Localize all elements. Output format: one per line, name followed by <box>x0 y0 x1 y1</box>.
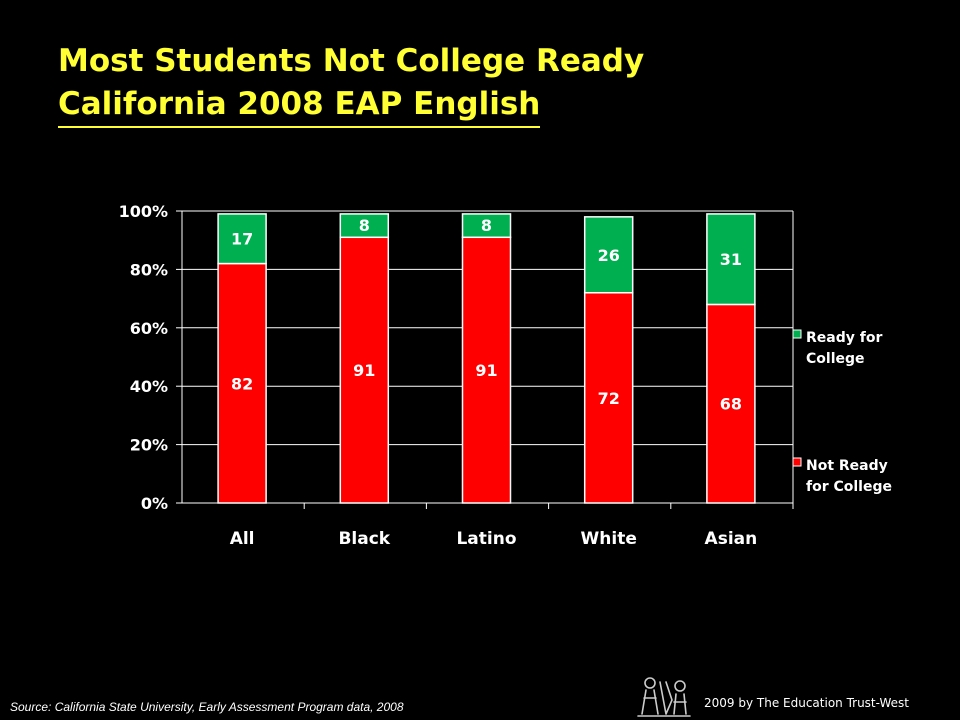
x-category-label: Latino <box>456 529 516 549</box>
bar-not-ready <box>461 236 512 504</box>
x-category-label: Asian <box>705 529 758 549</box>
bar-ready <box>339 213 390 239</box>
bar-ready <box>461 213 512 239</box>
bar-not-ready <box>583 292 634 504</box>
bar-ready <box>583 216 634 294</box>
x-category-label: White <box>581 529 637 549</box>
education-trust-logo-icon <box>637 677 691 717</box>
bar-ready <box>706 213 756 306</box>
y-tick-label: 80% <box>130 260 168 279</box>
x-category-label: All <box>230 529 255 549</box>
data-label-not-ready: 72 <box>598 389 620 408</box>
y-tick-label: 0% <box>141 494 168 513</box>
bar-not-ready <box>706 303 756 504</box>
source-note: Source: California State University, Ear… <box>10 700 404 714</box>
data-label-ready: 17 <box>231 230 253 249</box>
y-tick-label: 100% <box>119 202 168 221</box>
y-tick-label: 40% <box>130 377 168 396</box>
data-label-ready: 31 <box>720 250 742 269</box>
legend-label: Ready for <box>806 330 882 346</box>
slide-subtitle: California 2008 EAP English <box>58 84 541 128</box>
legend-label: Not Ready <box>806 458 888 474</box>
credit-note: 2009 by The Education Trust-West <box>704 696 909 710</box>
bar-not-ready <box>339 236 390 504</box>
slide-title: Most Students Not College Ready <box>58 43 645 79</box>
data-label-not-ready: 91 <box>353 361 375 380</box>
legend-swatch <box>792 457 802 467</box>
bar-ready <box>217 213 267 265</box>
data-label-not-ready: 82 <box>231 374 253 393</box>
y-tick-label: 60% <box>130 319 168 338</box>
data-label-ready: 8 <box>481 216 492 235</box>
data-label-not-ready: 91 <box>475 361 497 380</box>
data-label-not-ready: 68 <box>720 395 742 414</box>
data-label-ready: 8 <box>359 216 370 235</box>
stacked-bar-chart: 0% 20% 40% 60% 80% 100% 82 17 All 91 8 Black 91 8 Lati… <box>119 202 892 549</box>
legend-label: for College <box>806 479 892 495</box>
data-label-ready: 26 <box>598 246 620 265</box>
title-block: Most Students Not College Ready Californ… <box>58 38 918 128</box>
y-tick-label: 20% <box>130 436 168 455</box>
x-category-label: Black <box>338 529 390 549</box>
legend-label: College <box>806 351 865 367</box>
legend-swatch <box>792 329 802 339</box>
